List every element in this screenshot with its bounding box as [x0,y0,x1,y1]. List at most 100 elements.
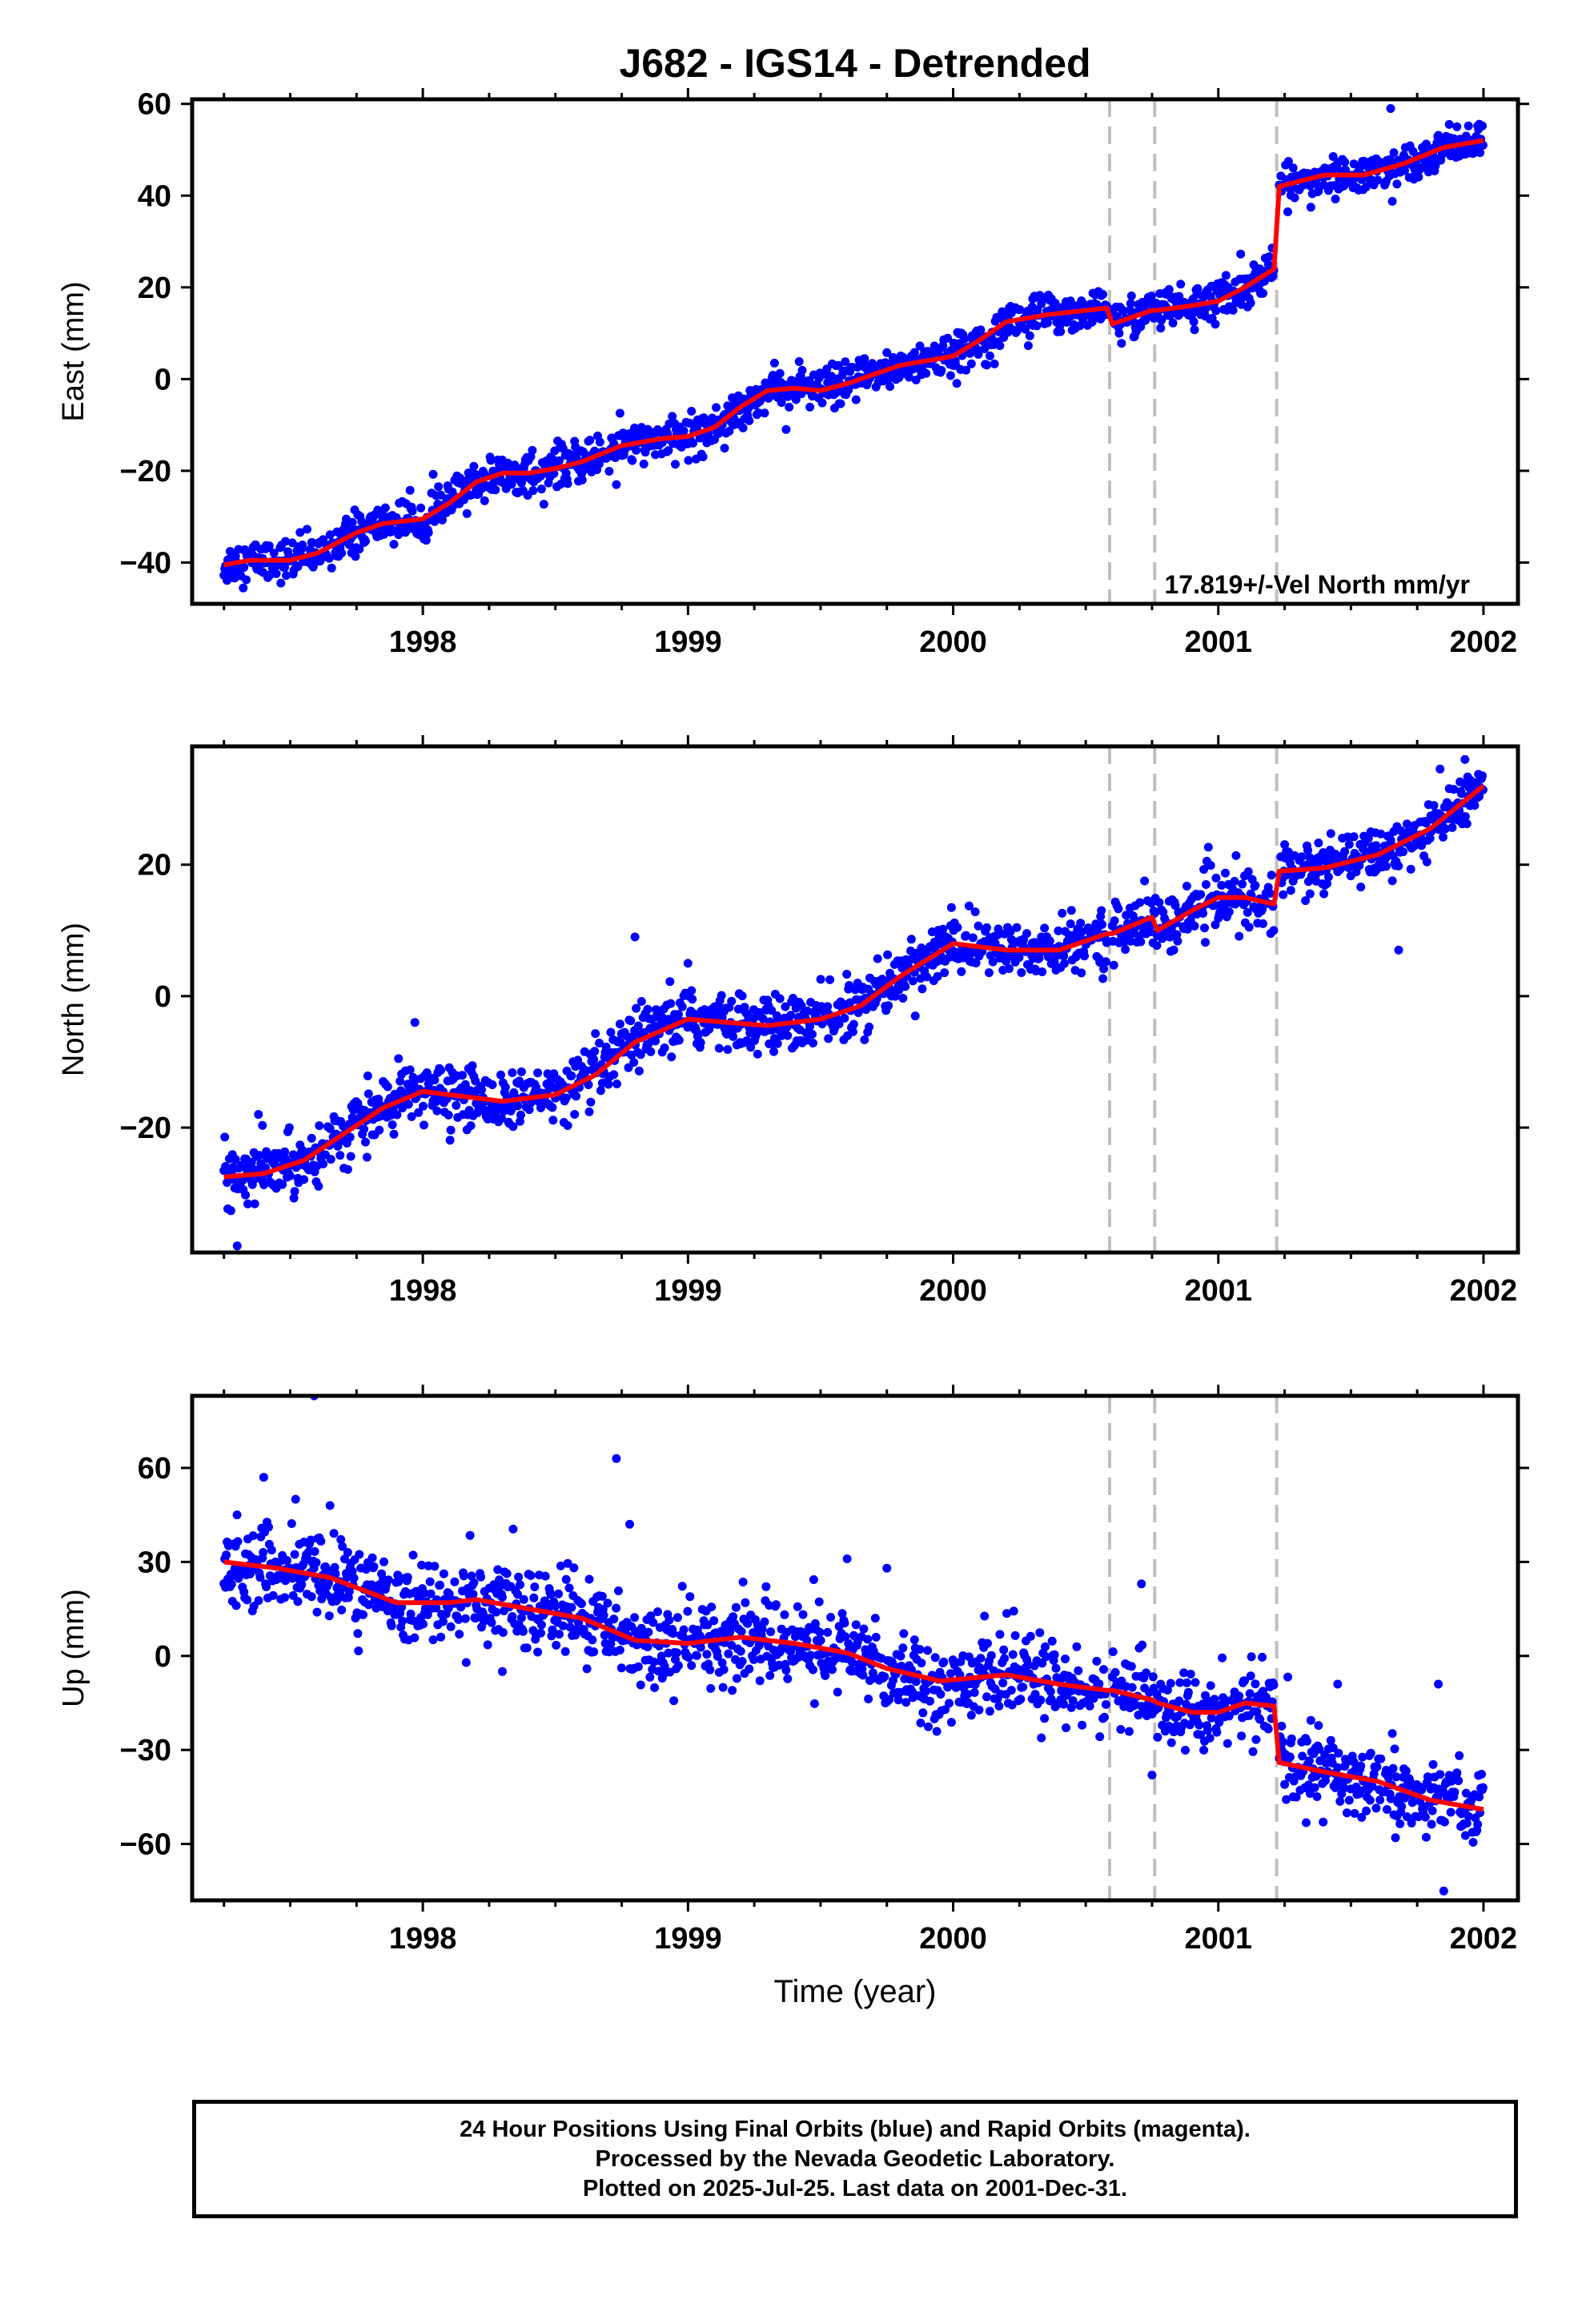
data-point [1464,1811,1473,1821]
data-point [564,1583,574,1593]
data-point [665,977,675,987]
data-point [687,1661,697,1671]
data-point [673,1648,681,1658]
data-point [1012,923,1022,932]
data-point [746,1043,756,1052]
data-point [1059,951,1069,961]
data-point [340,1554,349,1564]
data-point [824,1034,833,1043]
data-point [814,1597,824,1606]
data-point [1461,1788,1471,1798]
data-point [612,1454,621,1463]
data-point [1452,122,1462,131]
data-point [1440,824,1450,834]
data-point [389,540,399,549]
data-point [1387,196,1397,206]
data-point [1475,1792,1484,1802]
data-point [1148,1672,1158,1682]
data-point [1099,964,1108,974]
data-point [798,1610,808,1619]
data-point [355,545,364,554]
data-point [1452,1768,1462,1778]
data-point [630,932,640,942]
data-point [1114,904,1123,914]
data-point [1450,1787,1460,1797]
data-point [551,1602,560,1610]
data-point [548,1116,558,1125]
data-point [994,1701,1004,1711]
data-point [489,478,499,488]
data-point [529,1593,539,1602]
data-point [737,1626,746,1636]
data-point [1287,1734,1296,1743]
data-point [359,1124,369,1134]
data-point [1009,1606,1018,1616]
data-point [369,1562,379,1571]
data-point [1183,1687,1193,1697]
data-point [1314,1721,1323,1731]
velocity-annotation: 17.819+/-Vel North mm/yr [1164,570,1470,599]
data-point [1098,919,1107,929]
data-point [696,1038,705,1047]
data-point [745,1664,754,1674]
data-point [524,1105,534,1115]
data-point [1301,896,1311,906]
data-point [1017,968,1026,977]
data-point [1428,1759,1438,1769]
data-point [753,1049,762,1059]
data-point [909,348,919,357]
data-point [769,1047,778,1056]
x-tick-label: 1998 [389,1922,457,1956]
data-point [1062,1723,1070,1732]
data-point [1252,1707,1262,1716]
data-point [817,398,827,408]
data-point [1035,1628,1045,1638]
data-point [749,1655,758,1664]
data-point [643,1642,652,1651]
data-point [783,1031,793,1040]
data-point [781,424,791,434]
data-point [1189,317,1199,327]
data-point [793,1602,802,1611]
data-point [359,1610,368,1619]
data-point [1319,1817,1328,1827]
data-point [758,1014,768,1023]
data-point [742,1036,752,1045]
data-point [632,1003,641,1013]
data-point [729,1031,738,1041]
data-point [932,1727,942,1736]
data-point [1116,1725,1126,1734]
data-point [720,444,729,453]
data-point [952,379,962,388]
data-point [584,1107,594,1116]
data-point [508,1122,518,1132]
data-point [439,1569,448,1578]
data-point [584,1574,594,1584]
data-point [394,1054,404,1063]
data-point [1078,1720,1087,1730]
data-point [1375,1795,1385,1805]
data-point [815,1627,825,1637]
data-point [615,1019,624,1029]
data-point [1350,1808,1359,1818]
data-point [1046,1695,1056,1704]
data-point [1362,1806,1371,1815]
data-point [1126,292,1136,300]
data-point [570,1110,580,1119]
data-point [767,1006,777,1015]
data-point [826,1613,836,1622]
data-point [840,1618,849,1628]
data-point [460,1080,470,1089]
data-point [508,1524,518,1534]
data-point [994,924,1003,934]
data-point [1138,1640,1147,1650]
data-point [629,1058,639,1068]
data-point [522,1643,532,1653]
data-point [1170,901,1180,911]
data-point [688,995,697,1004]
data-point [724,1649,733,1659]
data-point [428,469,438,479]
data-point [962,931,971,940]
data-point [1335,1796,1345,1806]
data-point [673,1661,683,1671]
